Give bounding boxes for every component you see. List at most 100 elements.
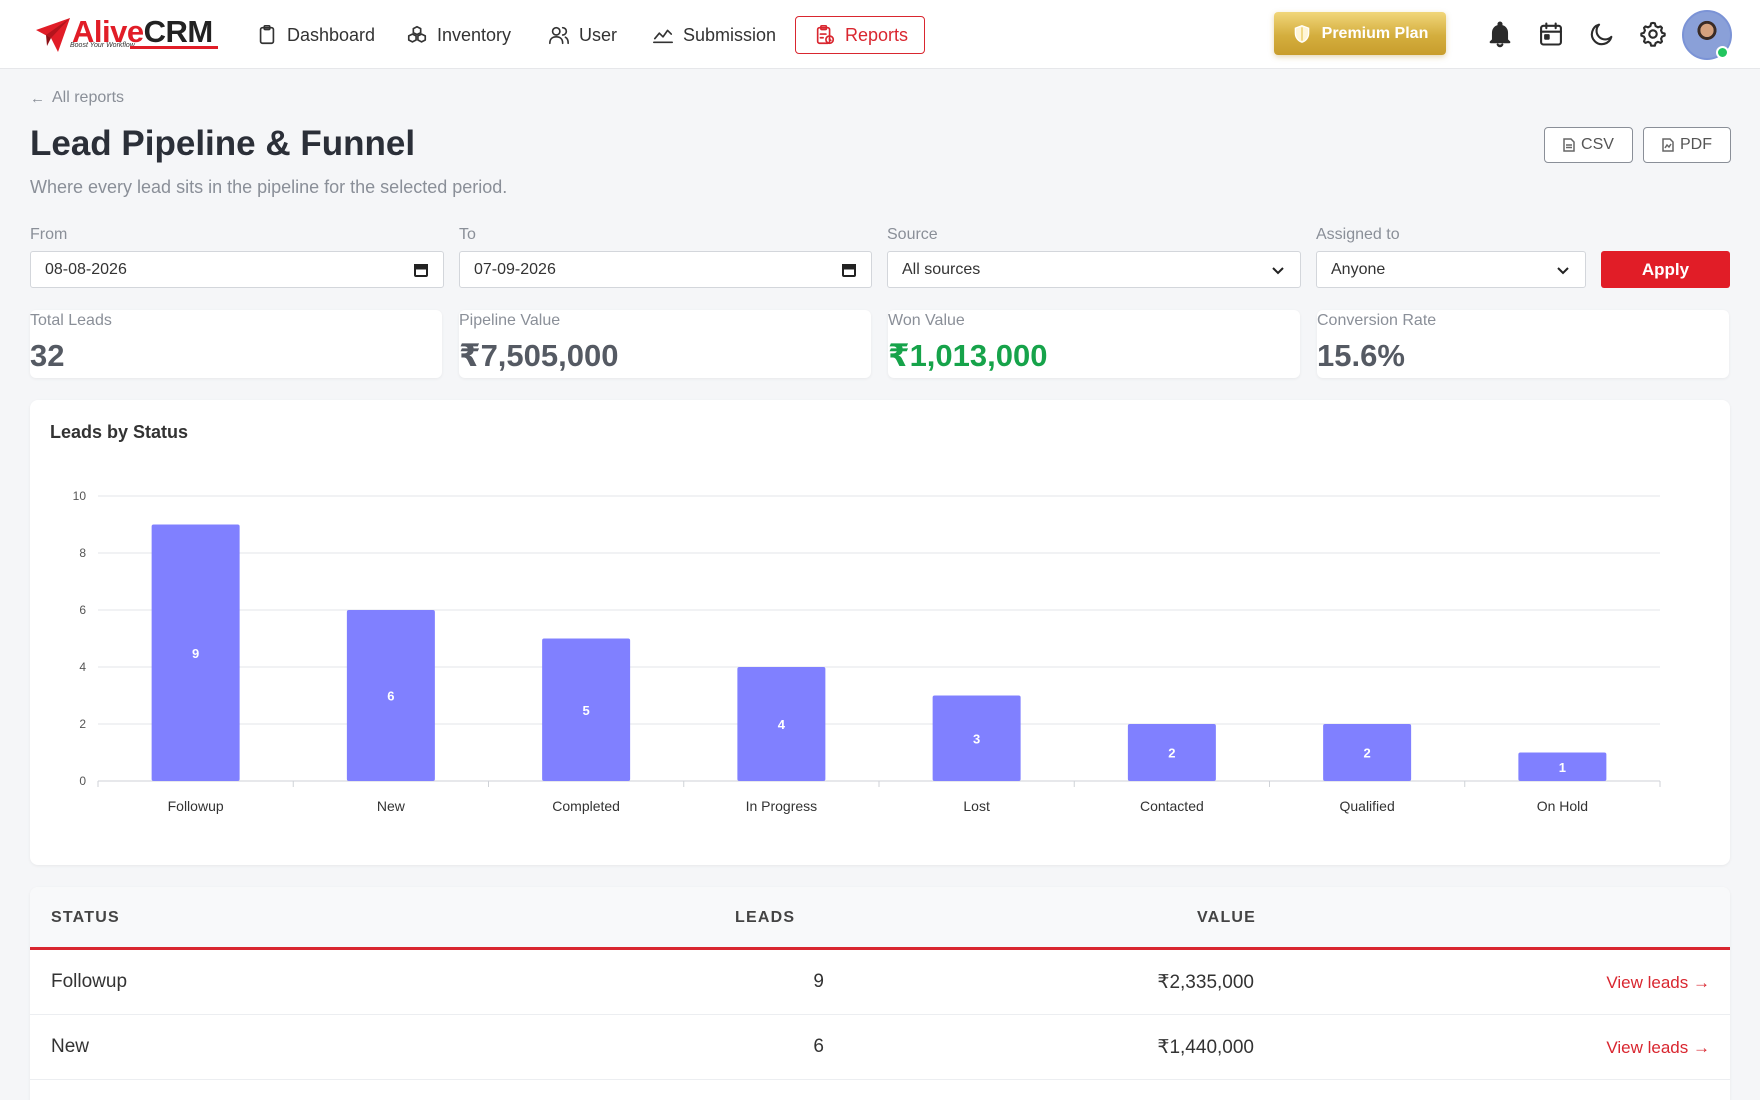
calendar-button[interactable] xyxy=(1537,20,1565,48)
calendar-icon xyxy=(1540,22,1562,46)
table-row: Followup 9 ₹2,335,000 View leads → xyxy=(30,950,1730,1015)
gear-icon xyxy=(1640,21,1666,47)
bar xyxy=(1323,724,1412,781)
kpi-conversion-rate-label: Conversion Rate xyxy=(1317,312,1437,329)
x-tick-label: Qualified xyxy=(1339,798,1394,814)
file-pdf-icon xyxy=(1662,138,1674,152)
premium-plan-label: Premium Plan xyxy=(1321,24,1429,42)
x-tick-label: Completed xyxy=(552,798,620,814)
brand-name-alive: Alive xyxy=(72,14,144,49)
view-leads-link[interactable]: View leads → xyxy=(1606,973,1710,992)
bar-data-label: 4 xyxy=(778,717,786,732)
kpi-won-value-value: ₹1,013,000 xyxy=(888,338,1048,373)
from-label: From xyxy=(30,226,68,243)
kpi-total-leads-label: Total Leads xyxy=(30,312,112,329)
bar-data-label: 9 xyxy=(192,646,199,661)
row-status: New xyxy=(51,1036,90,1057)
users-icon xyxy=(549,26,569,45)
brand-logo[interactable]: AliveCRM Boost Your Workflow xyxy=(34,14,224,54)
export-csv-button[interactable]: CSV xyxy=(1544,127,1633,163)
to-date-value: 07-09-2026 xyxy=(474,260,556,278)
chevron-down-icon xyxy=(1557,266,1569,274)
bar xyxy=(1518,752,1607,781)
kpi-won-value: Won Value ₹1,013,000 xyxy=(888,310,1300,378)
nav-inventory[interactable]: Inventory xyxy=(406,16,511,54)
page-title: Lead Pipeline & Funnel xyxy=(30,124,416,163)
to-label: To xyxy=(459,226,476,243)
bell-icon xyxy=(1489,21,1511,48)
column-header-value[interactable]: VALUE xyxy=(1197,909,1257,926)
from-date-value: 08-08-2026 xyxy=(45,260,127,278)
premium-plan-button[interactable]: Premium Plan xyxy=(1274,12,1446,55)
row-value: ₹1,440,000 xyxy=(1157,1037,1254,1058)
to-date-input[interactable]: 07-09-2026 xyxy=(459,251,872,288)
top-navbar: AliveCRM Boost Your Workflow Dashboard I… xyxy=(0,0,1760,69)
kpi-pipeline-value-label: Pipeline Value xyxy=(459,312,561,329)
nav-submission-label: Submission xyxy=(683,24,777,45)
dark-mode-toggle[interactable] xyxy=(1588,20,1616,48)
leads-by-status-chart-card: Leads by Status 0 2 4 6 8 10 9 Followup 6 New 5 Com… xyxy=(30,400,1730,865)
settings-button[interactable] xyxy=(1639,20,1667,48)
source-value: All sources xyxy=(902,260,981,278)
chevron-down-icon xyxy=(1272,266,1284,274)
table-row: New 6 ₹1,440,000 View leads → xyxy=(30,1015,1730,1080)
x-tick-label: Lost xyxy=(963,798,990,814)
row-status: Followup xyxy=(51,971,128,992)
back-link-label: All reports xyxy=(52,89,125,106)
calendar-picker-icon[interactable] xyxy=(841,262,857,278)
y-tick-label: 10 xyxy=(73,489,87,503)
y-tick-label: 0 xyxy=(79,774,86,788)
x-tick-label: New xyxy=(377,798,406,814)
nav-reports-label: Reports xyxy=(845,24,909,45)
nav-user-label: User xyxy=(579,24,618,45)
kpi-pipeline-value-value: ₹7,505,000 xyxy=(459,338,619,373)
nav-reports[interactable]: Reports xyxy=(795,16,926,54)
nav-user[interactable]: User xyxy=(548,16,617,54)
row-leads: 9 xyxy=(813,971,824,992)
chart-title: Leads by Status xyxy=(50,422,189,442)
nav-dashboard-label: Dashboard xyxy=(287,24,376,45)
kpi-conversion-rate-value: 15.6% xyxy=(1317,338,1405,373)
nav-submission[interactable]: Submission xyxy=(652,16,776,54)
y-tick-label: 4 xyxy=(79,660,86,674)
chart-line-icon xyxy=(653,29,673,44)
clipboard-icon xyxy=(259,25,275,45)
row-leads: 6 xyxy=(813,1036,824,1057)
assigned-to-select[interactable]: Anyone xyxy=(1316,251,1586,288)
source-label: Source xyxy=(887,226,938,243)
back-to-all-reports-link[interactable]: ← All reports xyxy=(30,89,124,107)
kpi-total-leads-value: 32 xyxy=(30,338,65,373)
assigned-to-value: Anyone xyxy=(1331,260,1386,278)
x-tick-label: In Progress xyxy=(746,798,818,814)
page-subtitle: Where every lead sits in the pipeline fo… xyxy=(30,177,508,197)
online-status-dot xyxy=(1716,46,1729,59)
bar-data-label: 2 xyxy=(1364,746,1371,761)
shield-icon xyxy=(1294,24,1309,43)
kpi-won-value-label: Won Value xyxy=(888,312,965,329)
export-pdf-button[interactable]: PDF xyxy=(1643,127,1731,163)
bar-data-label: 6 xyxy=(387,689,394,704)
paper-plane-logo-icon xyxy=(36,18,70,52)
view-leads-link[interactable]: View leads → xyxy=(1606,1038,1710,1057)
notifications-button[interactable] xyxy=(1486,20,1514,48)
calendar-picker-icon[interactable] xyxy=(413,262,429,278)
bar xyxy=(737,667,826,781)
nav-dashboard[interactable]: Dashboard xyxy=(256,16,375,54)
source-select[interactable]: All sources xyxy=(887,251,1301,288)
boxes-icon xyxy=(407,25,427,43)
bar xyxy=(1127,724,1216,781)
file-icon xyxy=(1563,138,1575,152)
bar-data-label: 3 xyxy=(973,731,980,746)
bar-data-label: 5 xyxy=(583,703,590,718)
apply-button[interactable]: Apply xyxy=(1601,251,1730,288)
table-row xyxy=(30,1080,1730,1100)
kpi-pipeline-value: Pipeline Value ₹7,505,000 xyxy=(459,310,871,378)
column-header-status[interactable]: STATUS xyxy=(51,909,120,926)
x-tick-label: On Hold xyxy=(1537,798,1588,814)
from-date-input[interactable]: 08-08-2026 xyxy=(30,251,444,288)
y-tick-label: 6 xyxy=(79,603,86,617)
status-table: STATUS LEADS VALUE Followup 9 ₹2,335,000… xyxy=(30,887,1730,1100)
bar-data-label: 2 xyxy=(1168,746,1175,761)
brand-name-crm: CRM xyxy=(143,14,214,49)
column-header-leads[interactable]: LEADS xyxy=(735,909,796,926)
